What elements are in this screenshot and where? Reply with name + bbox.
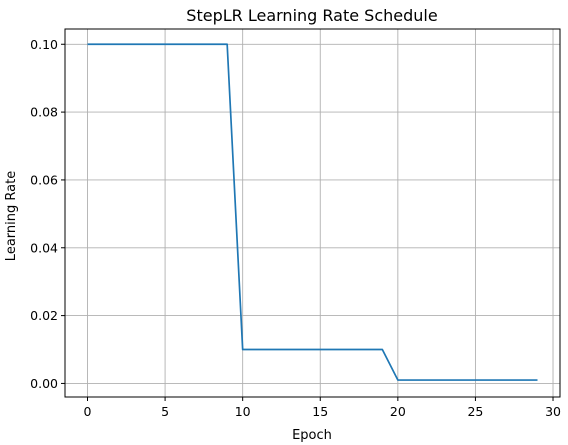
axes [64, 28, 561, 398]
y-tick-label: 0.10 [30, 37, 58, 52]
y-tick-label: 0.08 [30, 105, 58, 120]
x-tick-label: 15 [312, 404, 328, 419]
series-line [87, 43, 538, 381]
x-axis-label: Epoch [292, 428, 332, 443]
y-tick-label: 0.04 [30, 240, 58, 255]
chart-title: StepLR Learning Rate Schedule [186, 6, 437, 25]
grid-lines [65, 29, 560, 397]
x-tick-label: 30 [545, 404, 561, 419]
x-tick-label: 25 [467, 404, 483, 419]
x-tick-label: 10 [235, 404, 251, 419]
y-axis-label: Learning Rate [4, 171, 19, 261]
x-tick-label: 20 [390, 404, 406, 419]
x-tick-label: 5 [161, 404, 169, 419]
y-tick-label: 0.02 [30, 308, 58, 323]
plot-frame [64, 28, 561, 398]
y-tick-label: 0.06 [30, 172, 58, 187]
x-tick-label: 0 [84, 404, 92, 419]
y-tick-label: 0.00 [30, 376, 58, 391]
series-layer [87, 43, 538, 381]
x-axis-ticks: 0 5 10 15 20 25 30 [84, 397, 561, 419]
y-axis-ticks: 0.00 0.02 0.04 0.06 0.08 0.10 [30, 37, 65, 391]
